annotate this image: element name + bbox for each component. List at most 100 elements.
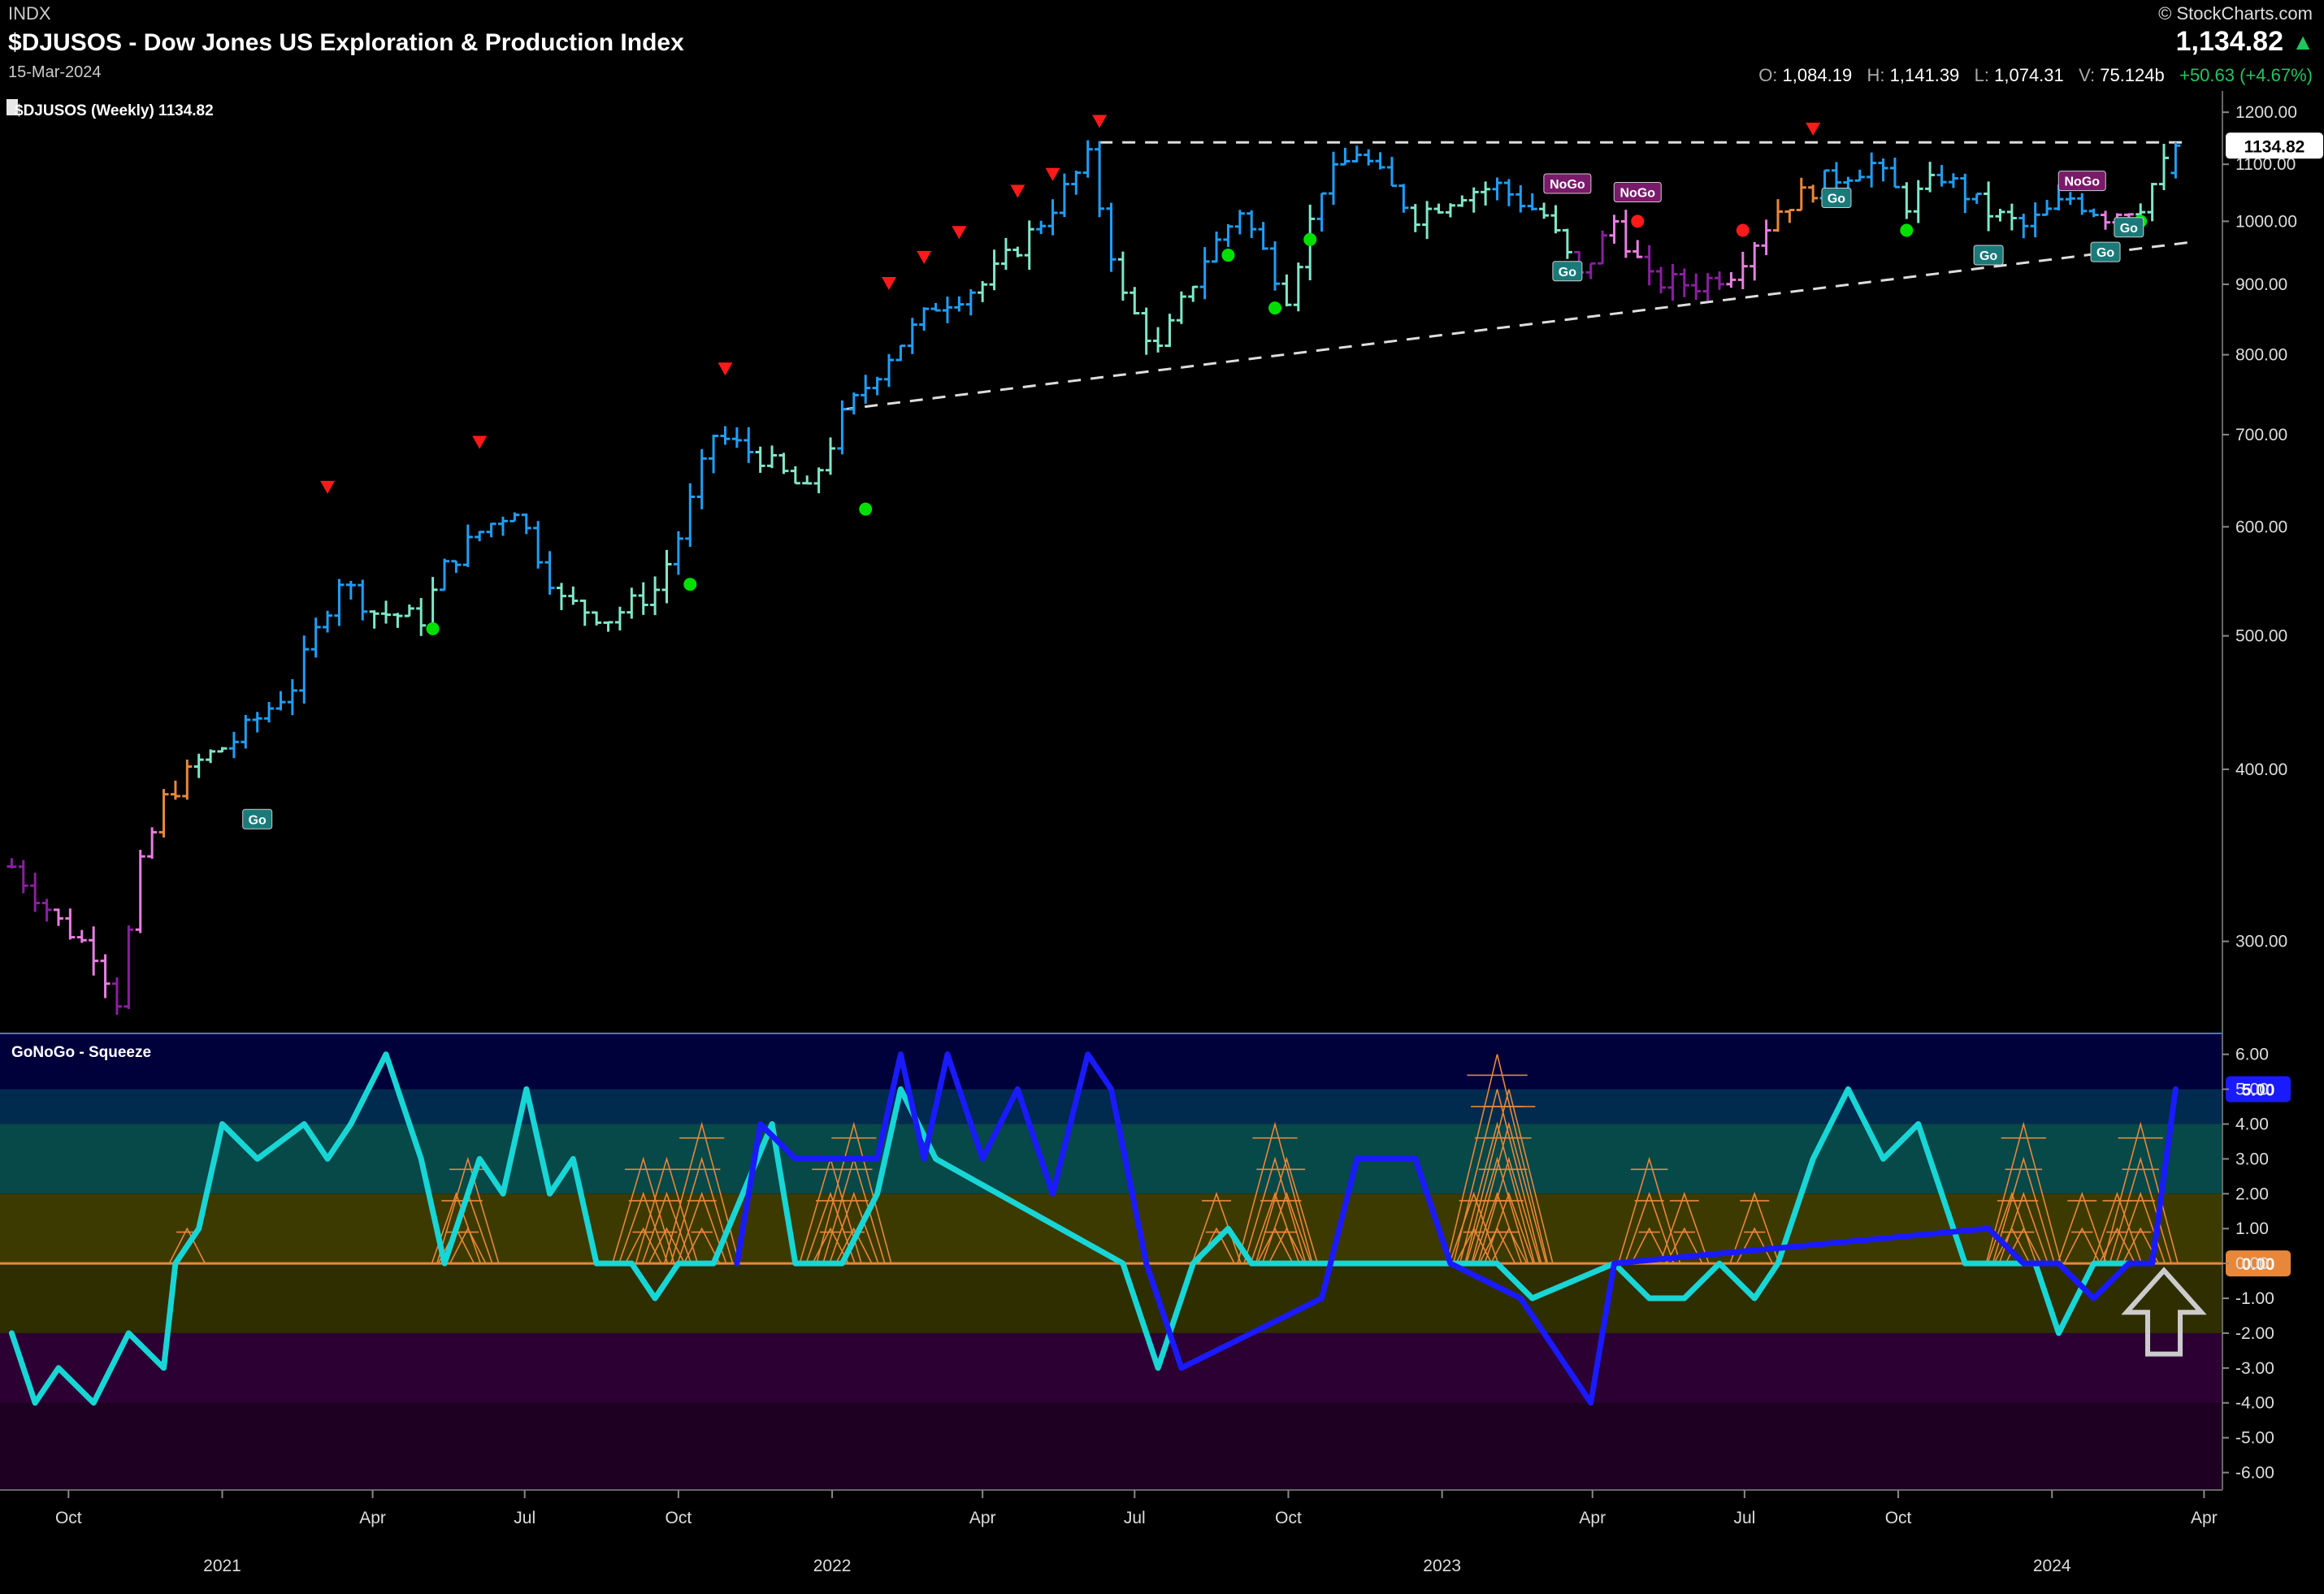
price-bar (369, 610, 379, 629)
price-tick-label: 900.00 (2235, 275, 2287, 294)
price-bar (1843, 176, 1854, 190)
price-bar (2101, 210, 2111, 230)
signal-label: NoGo (1613, 181, 1662, 202)
squeeze-rung (1659, 1191, 1710, 1264)
price-bar (1270, 241, 1281, 291)
price-bar (1293, 262, 1303, 312)
price-bar (919, 307, 930, 331)
price-bar (861, 375, 871, 404)
squeeze-rung (648, 1227, 686, 1264)
support-line (842, 241, 2188, 411)
osc-tick-label: 1.00 (2235, 1219, 2269, 1238)
change-value: +50.63 (+4.67%) (2179, 65, 2313, 85)
oscillator-blue-line (734, 1051, 2179, 1406)
squeeze-spike (1255, 1156, 1319, 1264)
x-tick-label: 2021 (203, 1557, 241, 1575)
price-bar (930, 302, 941, 312)
price-bar (1960, 173, 1971, 214)
price-bar (2030, 202, 2040, 238)
price-bar (696, 448, 707, 509)
volume-value: 75.124b (2100, 65, 2165, 85)
green-dot-marker (1303, 232, 1317, 246)
oscillator-cyan-line (8, 1051, 2132, 1406)
price-bar (1340, 147, 1351, 166)
squeeze-rung (829, 1191, 879, 1264)
price-bar (603, 621, 614, 632)
squeeze-rung (2102, 1121, 2179, 1264)
red-dot-marker (1631, 214, 1645, 228)
signal-label: NoGo (1543, 173, 1592, 194)
price-bar (989, 249, 999, 291)
price-bar (497, 516, 508, 536)
price-bar (310, 617, 321, 658)
price-bar (1726, 271, 1736, 288)
price-bar (744, 427, 754, 463)
price-bar (579, 599, 590, 626)
price-bar (1351, 145, 1362, 162)
price-bar (837, 400, 848, 455)
price-bar (826, 437, 836, 475)
osc-tick-label: 0.00 (2235, 1254, 2269, 1273)
price-bar (1281, 274, 1292, 307)
low-value: 1,074.31 (1994, 65, 2064, 85)
osc-tick-label: -5.00 (2235, 1429, 2274, 1448)
squeeze-spike (1464, 1089, 1554, 1264)
squeeze-rung (1465, 1156, 1529, 1264)
price-tick-label: 500.00 (2235, 627, 2287, 646)
signal-text: Go (2120, 222, 2138, 236)
up-triangle-icon: ▲ (2291, 29, 2314, 54)
squeeze-rung (1624, 1191, 1675, 1264)
price-bar (650, 576, 661, 616)
price-bar (1808, 184, 1819, 203)
price-bar (1585, 262, 1596, 279)
price-bar (1715, 271, 1725, 290)
signal-text: Go (1559, 266, 1576, 279)
price-bar (1106, 202, 1116, 272)
open-value: 1,084.19 (1782, 65, 1853, 85)
squeeze-rung (1464, 1089, 1554, 1264)
price-tag-box (2226, 132, 2323, 159)
red-triangle-marker (472, 435, 488, 449)
osc-tick-label: 6.00 (2235, 1046, 2269, 1064)
price-bar (1609, 214, 1619, 244)
signal-box (2090, 241, 2121, 262)
squeeze-rung (2092, 1191, 2143, 1264)
osc-tick-label: -4.00 (2235, 1394, 2274, 1413)
x-tick-label: Oct (1885, 1509, 1912, 1527)
price-bar (1223, 223, 1234, 247)
price-bar (65, 908, 76, 940)
green-dot-marker (859, 502, 873, 516)
green-dot-marker (1900, 223, 1914, 237)
squeeze-rung (449, 1227, 487, 1264)
price-bar (1984, 181, 1994, 232)
price-bar (1667, 263, 1678, 301)
signal-box (2057, 171, 2106, 192)
price-bar (965, 288, 976, 316)
price-bar (1024, 220, 1034, 271)
last-price: 1,134.82 (2175, 26, 2283, 57)
price-bar (1773, 199, 1783, 232)
green-dot-marker (683, 578, 697, 591)
osc-tick-label: 4.00 (2235, 1115, 2269, 1134)
squeeze-rung (1243, 1156, 1307, 1264)
price-bar (100, 954, 111, 998)
chart-date: 15-Mar-2024 (8, 63, 102, 81)
signal-box (242, 808, 273, 829)
signal-label: Go (1973, 245, 2004, 266)
zero-tag-box (2226, 1250, 2291, 1277)
squeeze-rung (683, 1227, 721, 1264)
price-bar (1164, 314, 1175, 348)
price-bar (1867, 152, 1877, 188)
price-bar (1750, 241, 1760, 281)
green-dot-marker (1221, 249, 1235, 262)
green-dot-marker (1268, 301, 1282, 315)
squeeze-rung (1452, 1089, 1542, 1264)
price-bar (1316, 192, 1327, 232)
brand-link[interactable]: © StockCharts.com (2158, 3, 2313, 24)
price-panel: Go NoGo Go NoGo Go Go NoGo Go Go 1134.82 (7, 99, 2323, 1016)
squeeze-rung (1477, 1156, 1541, 1264)
x-tick-label: Apr (969, 1509, 996, 1527)
price-bar (147, 827, 158, 859)
price-bar (614, 606, 625, 630)
price-tick-label: 1000.00 (2235, 212, 2297, 231)
